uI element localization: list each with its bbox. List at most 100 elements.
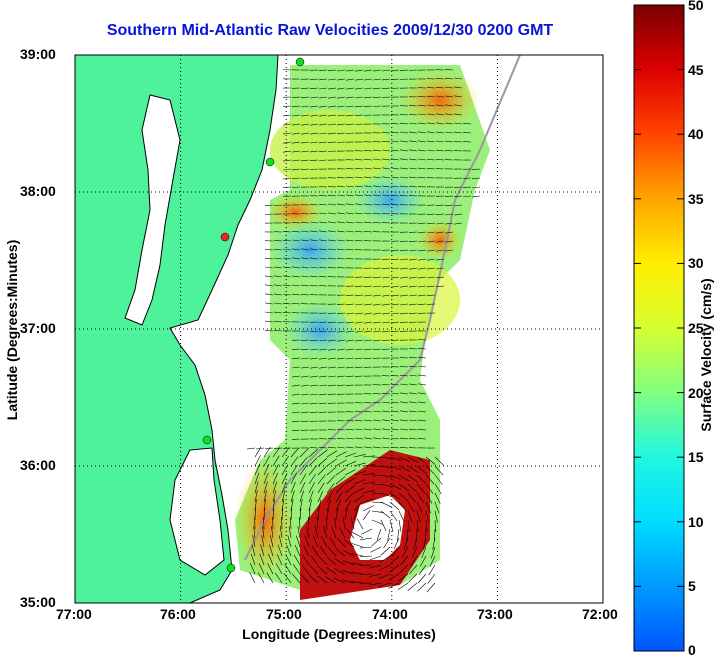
velocity-vector [408, 357, 418, 359]
velocity-vector [310, 393, 319, 396]
velocity-vector [389, 456, 402, 461]
velocity-vector [362, 481, 375, 485]
velocity-vector [328, 212, 337, 215]
velocity-vector [327, 312, 337, 314]
velocity-vector [336, 384, 346, 386]
velocity-vector [300, 574, 310, 584]
velocity-vector [361, 528, 373, 535]
velocity-vector [416, 483, 426, 494]
velocity-vector [254, 481, 259, 494]
velocity-vector [389, 555, 400, 565]
velocity-vector [274, 284, 283, 287]
velocity-vector [462, 186, 472, 189]
velocity-vector [292, 275, 301, 278]
velocity-vector [382, 276, 391, 279]
velocity-vector [436, 267, 445, 270]
velocity-vector [291, 357, 301, 360]
station-marker [295, 57, 305, 67]
velocity-vector [353, 479, 366, 485]
velocity-vector [428, 564, 436, 576]
velocity-vector [291, 303, 301, 305]
velocity-vector [328, 339, 337, 342]
velocity-vector [397, 528, 400, 541]
velocity-vector [382, 294, 391, 297]
velocity-vector [409, 419, 418, 422]
velocity-vector [346, 87, 355, 90]
velocity-vector [308, 482, 315, 494]
velocity-vector [454, 95, 463, 98]
velocity-vector [337, 194, 346, 197]
velocity-vector [425, 474, 435, 485]
velocity-vector [247, 447, 256, 450]
velocity-vector [354, 240, 364, 242]
velocity-vector [337, 348, 346, 351]
velocity-vector [310, 555, 319, 566]
velocity-vector [427, 240, 436, 243]
velocity-vector [454, 204, 463, 207]
velocity-vector [318, 69, 328, 71]
velocity-vector [445, 249, 454, 252]
velocity-vector [398, 465, 410, 472]
velocity-vector [264, 213, 274, 215]
velocity-vector [409, 285, 418, 288]
velocity-vector [407, 501, 415, 513]
velocity-vector [364, 176, 373, 179]
velocity-vector [409, 167, 418, 170]
velocity-vector [310, 375, 319, 378]
velocity-vector [399, 114, 409, 116]
velocity-vector [292, 239, 301, 242]
velocity-vector [399, 321, 409, 323]
velocity-vector [364, 419, 373, 422]
velocity-vector [346, 437, 355, 440]
velocity-vector [380, 501, 392, 508]
velocity-vector [434, 492, 441, 504]
velocity-vector [454, 104, 463, 107]
velocity-vector [399, 69, 409, 71]
velocity-vector [454, 77, 463, 80]
velocity-vector [317, 508, 320, 521]
velocity-vector [290, 447, 300, 458]
velocity-vector [282, 114, 292, 117]
velocity-vector [373, 303, 382, 306]
velocity-vector [327, 393, 337, 395]
velocity-vector [382, 69, 391, 72]
colorbar-ticks [634, 4, 684, 652]
velocity-vector [257, 572, 265, 584]
velocity-vector [444, 204, 454, 207]
velocity-vector [364, 69, 373, 72]
velocity-vector [274, 302, 283, 305]
velocity-vector [263, 463, 270, 476]
velocity-vector [328, 248, 337, 251]
velocity-vector [372, 339, 382, 342]
velocity-vectors [247, 69, 481, 593]
velocity-vector [287, 535, 292, 548]
velocity-vector [418, 564, 427, 575]
velocity-vector [419, 555, 427, 567]
velocity-vector [382, 176, 391, 179]
velocity-vector [409, 401, 418, 404]
velocity-vector [282, 231, 292, 233]
velocity-vector [376, 528, 382, 541]
velocity-vector [323, 526, 328, 539]
colorbar-tick: 0 [688, 642, 696, 658]
velocity-vector [283, 123, 292, 126]
velocity-vector [381, 330, 391, 333]
velocity-vector [291, 105, 301, 108]
velocity-vector [427, 573, 436, 584]
velocity-vector [410, 555, 418, 567]
velocity-vector [390, 321, 400, 324]
velocity-vector [318, 276, 328, 278]
velocity-vector [345, 303, 355, 306]
velocity-vector [408, 303, 418, 306]
velocity-vector [319, 546, 328, 557]
velocity-vector [373, 330, 382, 333]
velocity-vector [335, 476, 346, 485]
velocity-vector [249, 572, 256, 584]
velocity-vector [254, 455, 261, 467]
velocity-vector [436, 258, 445, 261]
velocity-vector [283, 141, 292, 144]
velocity-vector [318, 195, 328, 197]
velocity-vector [363, 402, 373, 404]
velocity-vector [398, 501, 407, 512]
velocity-vector [354, 167, 364, 170]
